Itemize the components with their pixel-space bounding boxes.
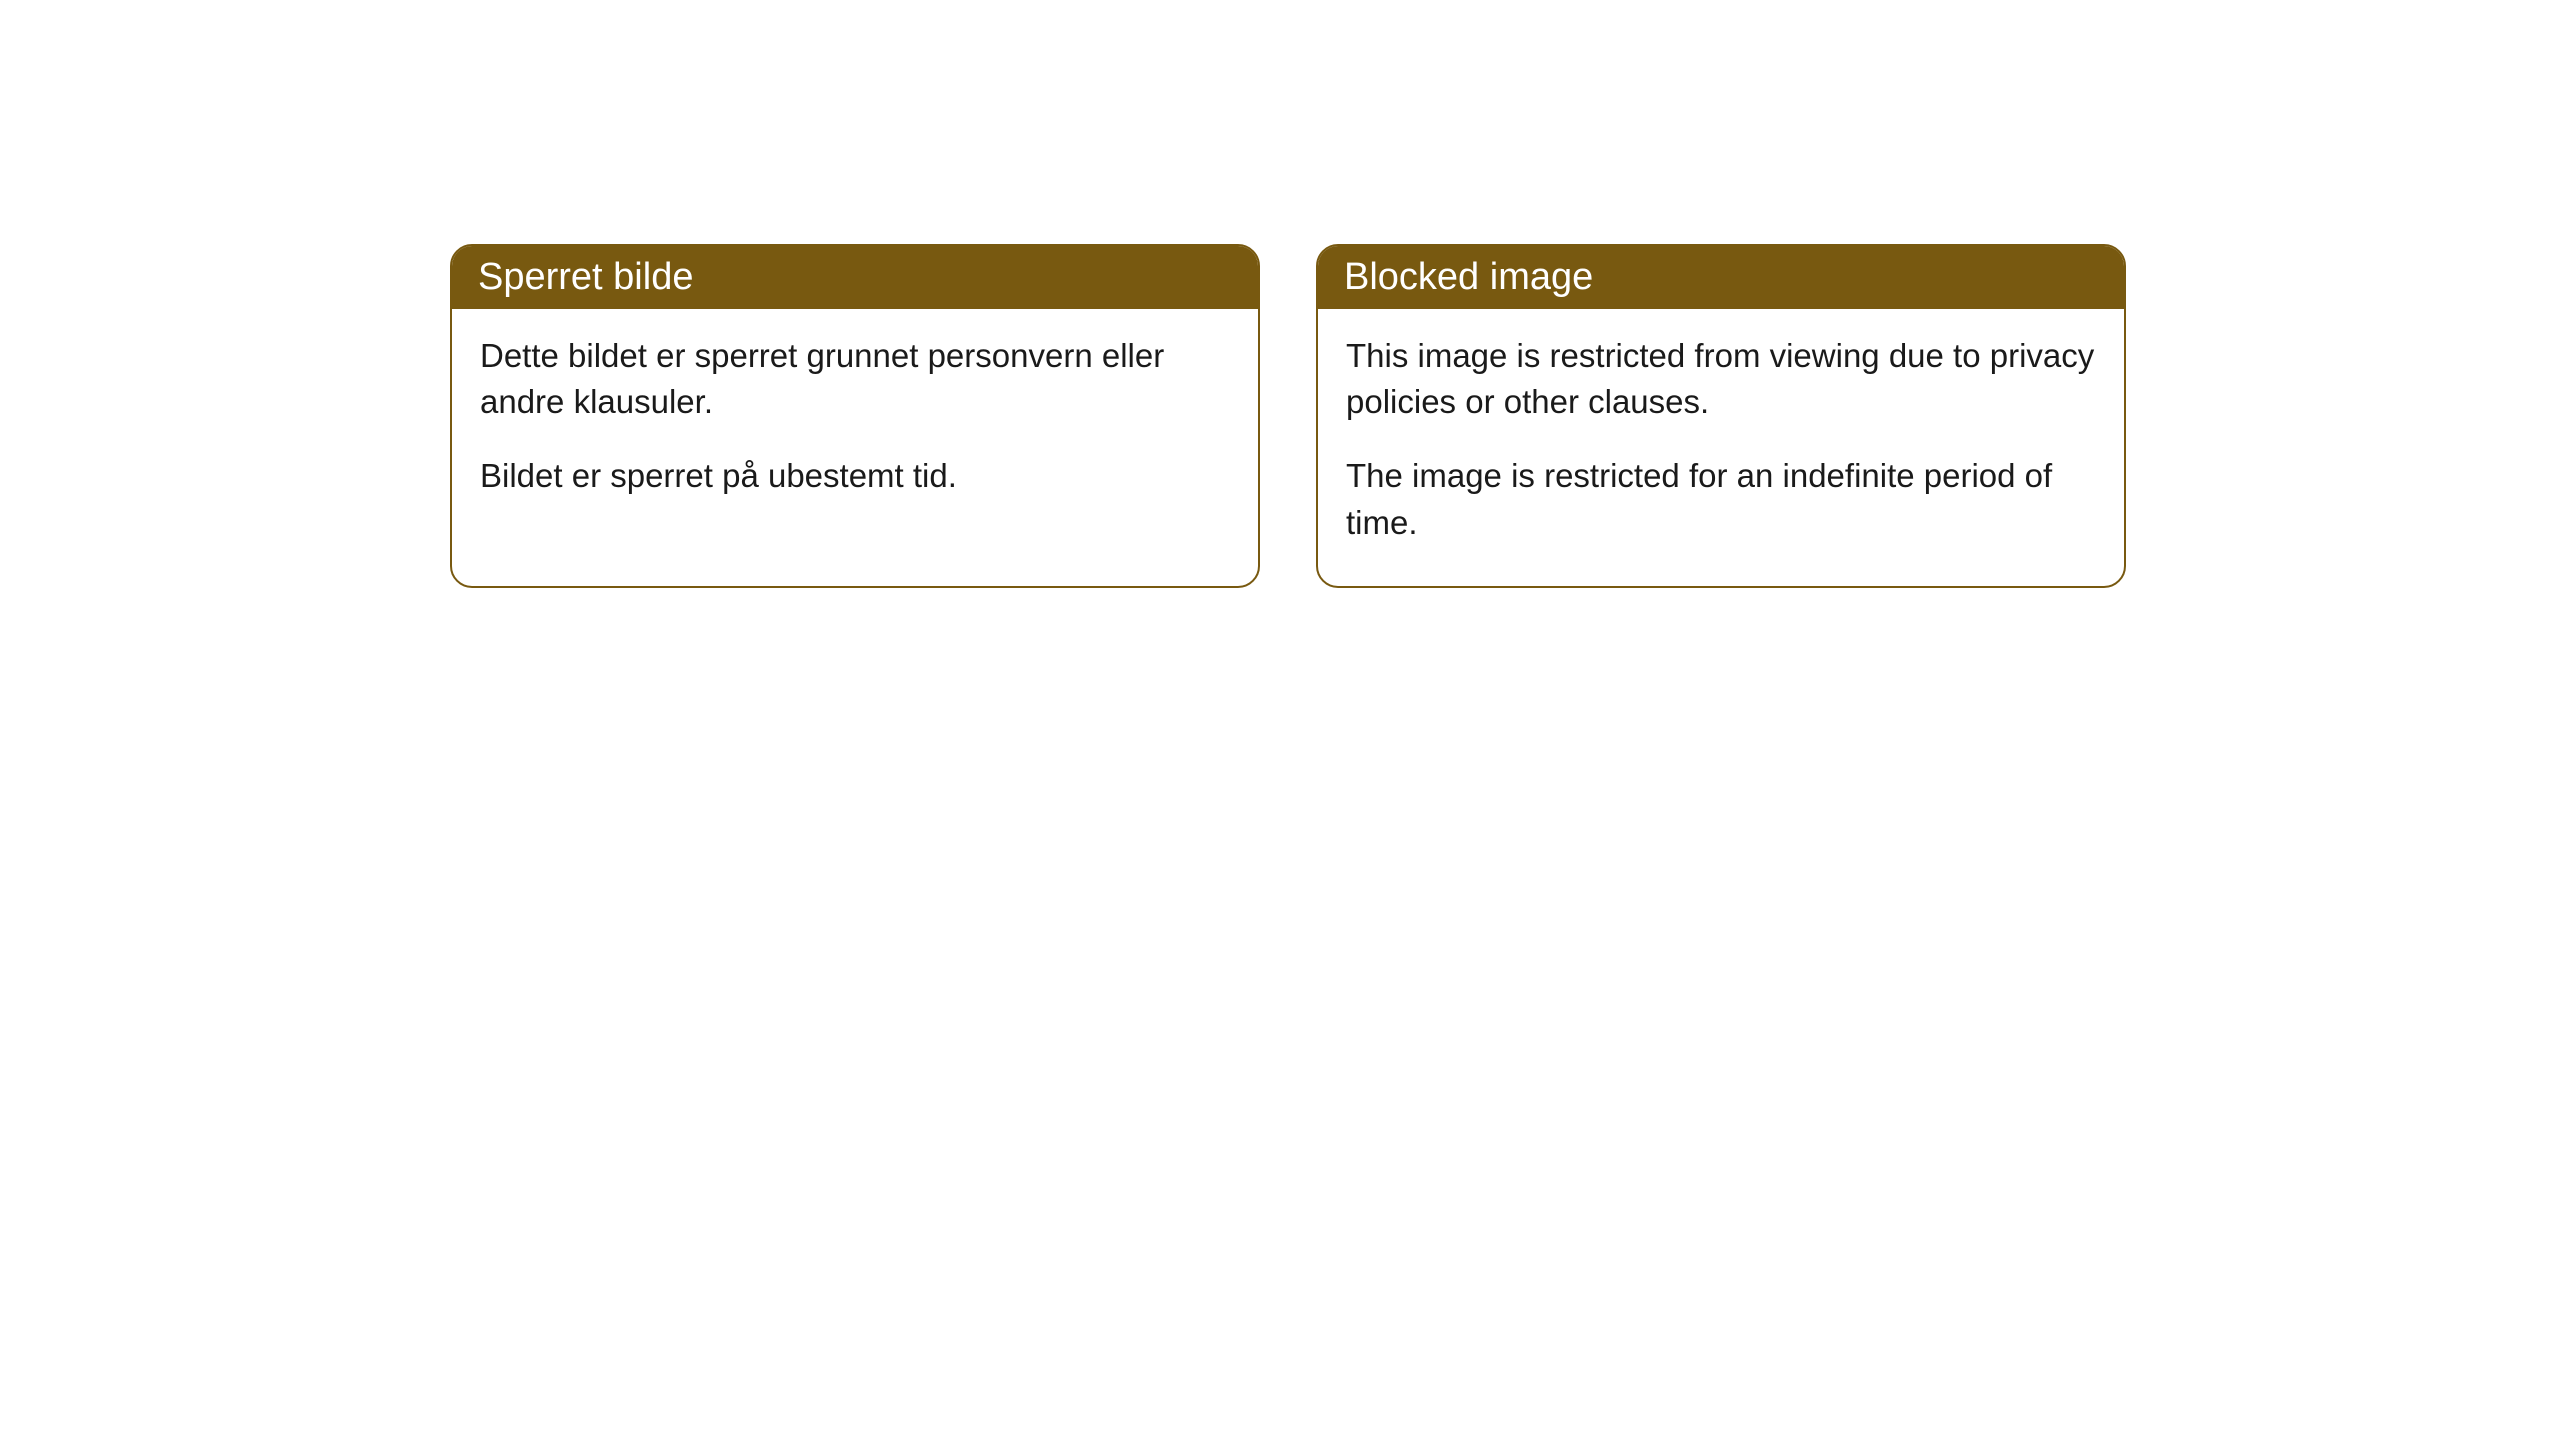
card-title: Sperret bilde <box>478 256 693 298</box>
card-paragraph: Dette bildet er sperret grunnet personve… <box>480 333 1230 425</box>
card-header: Sperret bilde <box>452 246 1258 309</box>
card-paragraph: The image is restricted for an indefinit… <box>1346 453 2096 545</box>
notice-cards-container: Sperret bilde Dette bildet er sperret gr… <box>450 244 2126 588</box>
card-body: Dette bildet er sperret grunnet personve… <box>452 309 1258 540</box>
card-title: Blocked image <box>1344 256 1593 298</box>
notice-card-english: Blocked image This image is restricted f… <box>1316 244 2126 588</box>
card-paragraph: This image is restricted from viewing du… <box>1346 333 2096 425</box>
card-header: Blocked image <box>1318 246 2124 309</box>
card-paragraph: Bildet er sperret på ubestemt tid. <box>480 453 1230 499</box>
card-body: This image is restricted from viewing du… <box>1318 309 2124 586</box>
notice-card-norwegian: Sperret bilde Dette bildet er sperret gr… <box>450 244 1260 588</box>
